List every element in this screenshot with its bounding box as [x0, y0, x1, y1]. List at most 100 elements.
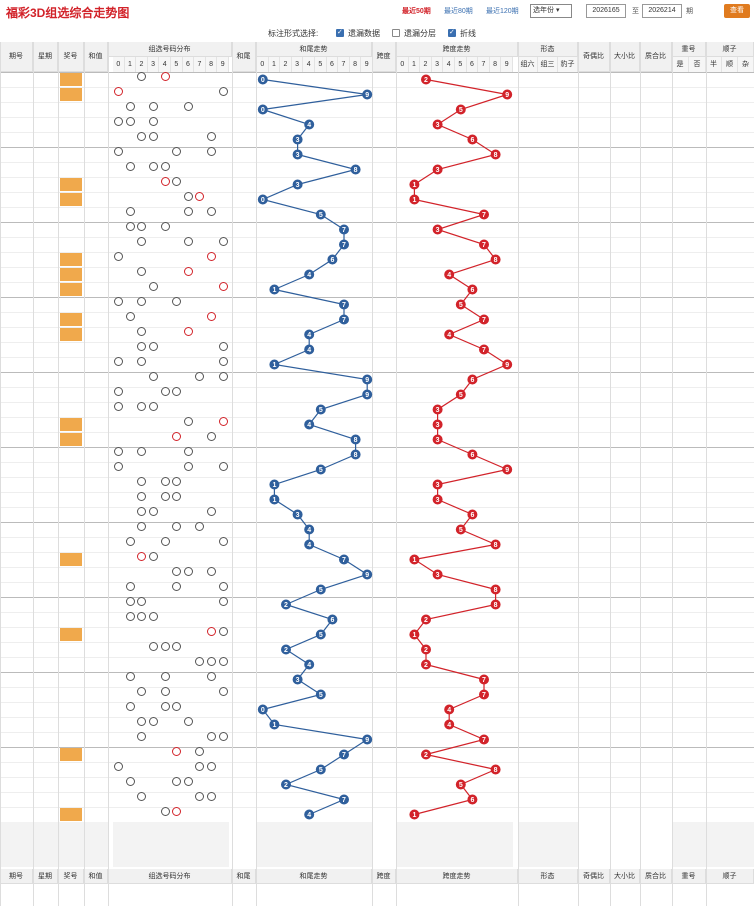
polyline-checkbox[interactable] — [448, 28, 456, 37]
subheader-digit: 7 — [478, 57, 490, 72]
miss-data-checkbox[interactable] — [336, 28, 344, 37]
svg-text:8: 8 — [354, 437, 358, 444]
svg-text:1: 1 — [412, 632, 416, 639]
span-trend-point: 7 — [479, 674, 489, 685]
hit-digit — [160, 672, 170, 681]
range-120-link[interactable]: 最近120期 — [486, 8, 519, 15]
hit-digit — [183, 327, 193, 336]
hit-digit — [207, 312, 217, 321]
svg-text:3: 3 — [436, 227, 440, 234]
range-80-link[interactable]: 最近80期 — [444, 8, 473, 15]
dist-cell — [159, 807, 171, 822]
hit-digit — [149, 117, 159, 126]
tail-trend-point: 0 — [257, 194, 268, 205]
forecast-digit — [113, 822, 125, 837]
hit-digit — [218, 627, 228, 636]
header-week: 星期 — [33, 42, 58, 72]
range-50-link[interactable]: 最近50期 — [402, 8, 431, 15]
forecast-digit — [194, 852, 206, 867]
svg-text:8: 8 — [494, 257, 498, 264]
hit-digit — [137, 507, 147, 516]
hit-digit — [114, 87, 124, 96]
svg-text:8: 8 — [494, 767, 498, 774]
forecast-digit — [489, 822, 502, 837]
to-period-input[interactable]: 2026214 — [642, 4, 682, 18]
hit-digit — [183, 237, 193, 246]
header-span: 跨度 — [372, 42, 396, 72]
prize-cell — [60, 178, 82, 191]
dist-cell — [183, 567, 195, 582]
svg-text:1: 1 — [272, 287, 276, 294]
dist-cell — [159, 492, 171, 507]
from-period-input[interactable]: 2026165 — [586, 4, 626, 18]
dist-cell — [171, 582, 183, 597]
forecast-no — [689, 837, 706, 852]
span-trend-point: 3 — [432, 569, 443, 580]
forecast-digit — [397, 822, 409, 837]
dist-cell — [148, 282, 160, 297]
dist-cell — [171, 747, 183, 762]
span-trend-point: 6 — [467, 374, 478, 385]
forecast-digit — [361, 822, 373, 837]
forecast-digit — [326, 822, 339, 837]
forecast-digit — [443, 837, 455, 852]
forecast-digit — [291, 852, 304, 867]
forecast-digit — [136, 852, 148, 867]
dist-cell — [217, 237, 229, 252]
row-divider — [0, 687, 754, 688]
subheader-digit: 0 — [257, 57, 269, 72]
svg-text:2: 2 — [284, 782, 288, 789]
year-select[interactable]: 选年份 ▾ — [530, 4, 572, 18]
dist-cell — [159, 477, 171, 492]
svg-text:6: 6 — [470, 452, 474, 459]
hit-digit — [149, 132, 159, 141]
svg-text:3: 3 — [296, 152, 300, 159]
dist-cell — [194, 372, 206, 387]
dist-cell — [125, 582, 137, 597]
forecast-digit — [431, 837, 444, 852]
svg-text:4: 4 — [307, 527, 311, 534]
dist-cell — [159, 687, 171, 702]
hit-digit — [137, 357, 147, 366]
span-trend-point: 7 — [479, 314, 489, 325]
subheader-digit: 5 — [315, 57, 327, 72]
svg-text:3: 3 — [296, 677, 300, 684]
hit-digit — [160, 642, 170, 651]
svg-text:1: 1 — [272, 722, 276, 729]
dist-cell — [136, 597, 148, 612]
tail-trend-point: 2 — [281, 599, 291, 610]
forecast-digit — [257, 852, 269, 867]
tail-trend-point: 1 — [269, 494, 280, 505]
forecast-digit — [113, 837, 125, 852]
subheader-digit: 1 — [268, 57, 281, 72]
prize-cell — [60, 253, 82, 266]
row-divider — [0, 627, 754, 628]
hit-digit — [125, 612, 135, 621]
row-divider — [0, 87, 754, 88]
forecast-digit — [338, 852, 350, 867]
miss-layer-checkbox[interactable] — [392, 29, 400, 37]
dist-cell — [148, 102, 160, 117]
hit-digit — [172, 567, 182, 576]
forecast-digit — [420, 822, 432, 837]
span-trend-point: 8 — [490, 539, 501, 550]
forecast-g6 — [518, 852, 538, 867]
span-trend-point: 7 — [479, 344, 489, 355]
svg-text:7: 7 — [482, 737, 486, 744]
dist-cell — [148, 372, 160, 387]
query-button[interactable]: 查看 — [724, 4, 750, 18]
forecast-digit — [489, 852, 502, 867]
hit-digit — [172, 477, 182, 486]
svg-text:0: 0 — [261, 707, 265, 714]
svg-text:3: 3 — [296, 182, 300, 189]
tail-trend-point: 4 — [304, 419, 315, 430]
dist-cell — [113, 462, 125, 477]
tail-trend-point: 4 — [304, 659, 315, 670]
svg-text:1: 1 — [272, 482, 276, 489]
dist-cell — [136, 552, 148, 567]
tail-trend-point: 0 — [257, 74, 268, 85]
svg-text:4: 4 — [447, 707, 451, 714]
hit-digit — [125, 702, 135, 711]
row-divider — [0, 162, 754, 163]
span-trend-point: 5 — [455, 779, 466, 790]
